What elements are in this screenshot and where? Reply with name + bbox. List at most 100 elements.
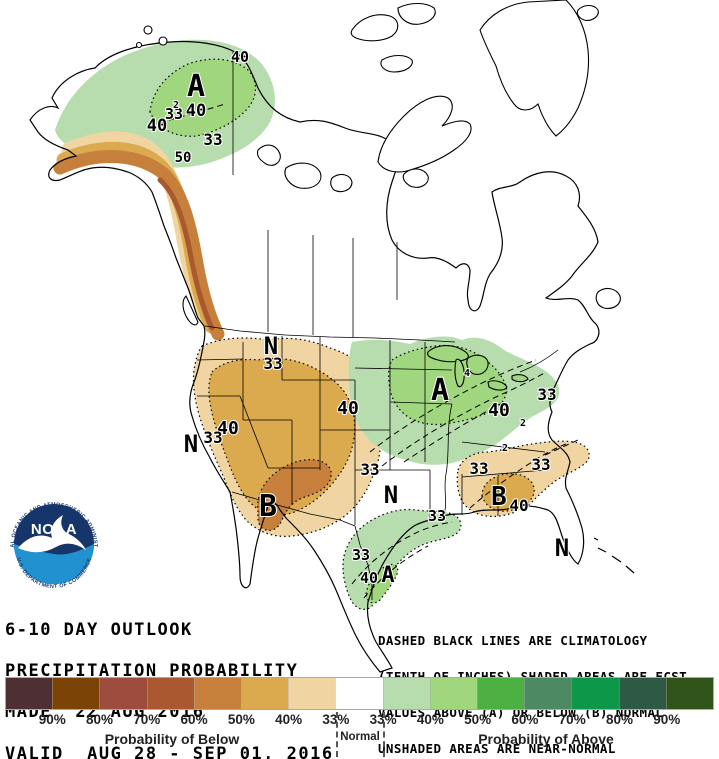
legend-tick-label: 80% bbox=[86, 712, 114, 727]
baffin-island bbox=[377, 95, 472, 173]
legend-below-caption: Probability of Below bbox=[104, 731, 240, 747]
legend-cell bbox=[6, 678, 53, 709]
vancouver-island bbox=[182, 295, 199, 326]
title-line-4: VALID AUG 28 - SEP 01, 2016 bbox=[5, 743, 334, 759]
legend-cell bbox=[52, 678, 100, 709]
logo-globe-light bbox=[14, 544, 94, 584]
map-label-40: 40 bbox=[217, 418, 239, 439]
region-akcoast-below50 bbox=[53, 150, 225, 341]
map-label-2: 2 bbox=[173, 100, 179, 111]
legend-tick-label: 70% bbox=[558, 712, 586, 727]
legend-tick-label: 60% bbox=[180, 712, 208, 727]
map-label-33: 33 bbox=[203, 428, 222, 447]
bahamas bbox=[593, 537, 635, 574]
ellesmere-island bbox=[397, 2, 436, 25]
title-line-1: 6-10 DAY OUTLOOK bbox=[5, 619, 193, 640]
map-label-33: 33 bbox=[203, 130, 222, 149]
map-label-N: N bbox=[264, 332, 278, 360]
map-label-40: 40 bbox=[231, 48, 249, 66]
legend-normal-left-dash bbox=[336, 712, 338, 757]
legend-tick-label: 40% bbox=[275, 712, 303, 727]
devon-island bbox=[380, 54, 413, 73]
legend-tick-label: 40% bbox=[416, 712, 444, 727]
legend-above-caption: Probability of Above bbox=[478, 731, 614, 747]
legend-cell bbox=[429, 678, 478, 709]
king-william-island bbox=[330, 173, 353, 193]
map-label-2: 2 bbox=[502, 443, 508, 454]
arctic-islet bbox=[158, 36, 168, 46]
region-southeast-below40 bbox=[481, 473, 535, 512]
map-label-B: B bbox=[491, 482, 507, 512]
legend-cell bbox=[382, 678, 430, 709]
region-gulf-above40 bbox=[365, 563, 399, 604]
legend-tick-label: 33% bbox=[322, 712, 350, 727]
region-alaska-above40 bbox=[149, 58, 257, 137]
shaded-regions bbox=[53, 39, 590, 610]
legend-cell bbox=[99, 678, 147, 709]
arctic-islet bbox=[143, 25, 153, 35]
southampton-island bbox=[402, 168, 429, 188]
lake-huron bbox=[466, 354, 489, 375]
newfoundland bbox=[595, 287, 621, 309]
title-block: 6-10 DAY OUTLOOK PRECIPITATION PROBABILI… bbox=[5, 596, 334, 759]
land-outlines bbox=[29, 0, 635, 673]
logo-gull-icon bbox=[18, 515, 86, 553]
legend-tick-label: 50% bbox=[464, 712, 492, 727]
map-label-33: 33 bbox=[360, 460, 379, 479]
logo-acronym: NOAA bbox=[31, 521, 77, 538]
lake-michigan bbox=[454, 358, 465, 388]
map-label-4: 4 bbox=[464, 368, 470, 379]
map-label-33: 33 bbox=[469, 459, 488, 478]
legend-normal-right-dash bbox=[383, 712, 385, 757]
map-label-40: 40 bbox=[509, 496, 528, 515]
legend-normal-label: Normal bbox=[340, 731, 380, 743]
lake-ontario bbox=[511, 374, 529, 383]
map-label-40: 40 bbox=[488, 400, 510, 421]
lake-erie bbox=[487, 380, 508, 391]
mainland-coastline bbox=[29, 40, 600, 673]
legend-cell bbox=[571, 678, 619, 709]
legend-cell bbox=[524, 678, 572, 709]
map-label-33: 33 bbox=[428, 507, 446, 525]
political-borders bbox=[196, 52, 559, 600]
map-label-50: 50 bbox=[175, 150, 192, 166]
greenland-islet bbox=[576, 4, 599, 21]
map-label-40: 40 bbox=[147, 116, 167, 136]
map-label-40: 40 bbox=[186, 101, 206, 121]
legend-cell bbox=[146, 678, 194, 709]
map-label-A: A bbox=[431, 373, 449, 408]
region-west-below50 bbox=[257, 459, 332, 532]
map-label-33: 33 bbox=[352, 546, 370, 564]
map-label-2: 2 bbox=[520, 418, 526, 429]
map-label-40: 40 bbox=[337, 398, 359, 419]
map-label-33: 33 bbox=[531, 455, 550, 474]
note-line-1: DASHED BLACK LINES ARE CLIMATOLOGY bbox=[378, 633, 648, 648]
map-label-N: N bbox=[184, 430, 198, 458]
victoria-island bbox=[284, 162, 322, 189]
map-label-33: 33 bbox=[165, 105, 183, 123]
banks-island bbox=[256, 144, 281, 166]
axel-island bbox=[350, 14, 399, 42]
noaa-logo: NOAA NATIONAL OCEANIC AND ATMOSPHERIC AD… bbox=[6, 494, 98, 590]
legend-cell bbox=[288, 678, 336, 709]
legend-tick-label: 50% bbox=[227, 712, 255, 727]
map-label-40: 40 bbox=[360, 569, 378, 587]
legend-tick-label: 60% bbox=[511, 712, 539, 727]
legend-cell bbox=[665, 678, 714, 709]
greenland bbox=[479, 0, 590, 137]
legend-tick-label: 70% bbox=[133, 712, 161, 727]
legend-tick-label: 80% bbox=[605, 712, 633, 727]
legend-ticks: 90% 80% 70% 60% 50% 40% 33% 33% 40% 50% 60% 70% 80% 9… bbox=[0, 712, 719, 728]
climatology-dashed-lines bbox=[149, 103, 579, 599]
title-line-2: PRECIPITATION PROBABILITY bbox=[5, 660, 299, 681]
legend-cell bbox=[618, 678, 666, 709]
region-akcoast-below60 bbox=[157, 177, 215, 331]
legend-bar bbox=[5, 677, 714, 710]
legend-cell bbox=[241, 678, 289, 709]
arctic-islet bbox=[135, 41, 143, 49]
map-label-33: 33 bbox=[537, 385, 556, 404]
legend-cell bbox=[335, 678, 383, 709]
